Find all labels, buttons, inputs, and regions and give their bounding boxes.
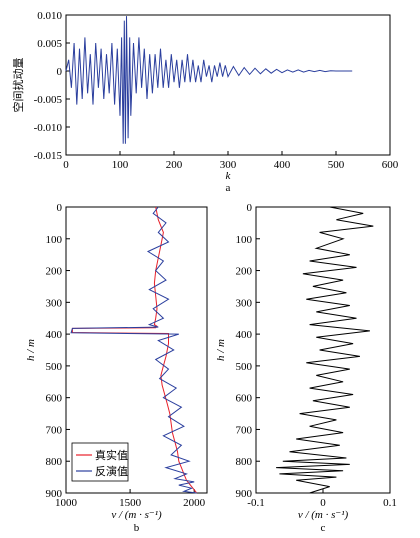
y-tick-label: -0.010: [34, 122, 63, 134]
y-tick-label: 500: [46, 361, 63, 373]
y-tick-label: 0.010: [37, 10, 62, 22]
y-tick-label: 300: [46, 297, 63, 309]
y-tick-label: 900: [46, 488, 63, 500]
panel-label-a: a: [226, 182, 231, 194]
x-tick-label: 100: [112, 159, 129, 171]
y-axis-label-b: h / m: [25, 339, 37, 361]
y-tick-label: 900: [236, 488, 253, 500]
y-tick-label: 800: [46, 456, 63, 468]
x-tick-label: 0: [320, 497, 326, 509]
y-tick-label: 200: [236, 266, 253, 278]
x-tick-label: 400: [274, 159, 291, 171]
panel-c: -0.1 0 0.1 0 100 200 300 400 500 600 700 800 900 v / …: [215, 202, 397, 534]
y-tick-label: 0.005: [37, 38, 62, 50]
y-tick-label: 700: [46, 424, 63, 436]
x-tick-label: 2000: [183, 497, 206, 509]
y-tick-label: 700: [236, 424, 253, 436]
series-line: [70, 206, 197, 494]
legend-entry: 真实值: [95, 448, 128, 462]
y-tick-label: 100: [236, 234, 253, 246]
y-tick-label: 800: [236, 456, 253, 468]
panel-a: 0 100 200 300 400 500 600 0.010 0.005 0 -0.005 -0.0…: [11, 10, 399, 194]
legend-entry: 反演值: [95, 464, 128, 478]
panel-label-b: b: [134, 522, 140, 534]
x-tick-label: 300: [220, 159, 237, 171]
series-line: [65, 16, 353, 144]
y-tick-label: 400: [236, 329, 253, 341]
panel-label-c: c: [321, 522, 326, 534]
x-axis-label-c: v / (m · s⁻¹): [298, 509, 349, 521]
y-tick-label: 500: [236, 361, 253, 373]
x-axis-label-a: k: [226, 170, 232, 182]
x-tick-label: 600: [382, 159, 399, 171]
y-tick-label: 0: [57, 202, 63, 214]
x-tick-label: 0.1: [383, 497, 397, 509]
x-tick-label: 0: [63, 159, 69, 171]
x-tick-label: 1000: [55, 497, 78, 509]
x-tick-label: 1500: [119, 497, 142, 509]
y-tick-label: 200: [46, 266, 63, 278]
y-axis-label-a: 空间扰动量: [11, 58, 25, 113]
y-tick-label: 300: [236, 297, 253, 309]
series-line: [276, 206, 374, 494]
y-tick-label: 600: [46, 393, 63, 405]
y-tick-label: 100: [46, 234, 63, 246]
panel-b: 1000 1500 2000 0 100 200 300 400 500 600 700 800 900…: [25, 202, 208, 534]
x-tick-label: 500: [328, 159, 345, 171]
x-tick-label: -0.1: [247, 497, 264, 509]
y-tick-label: 400: [46, 329, 63, 341]
y-tick-label: -0.005: [34, 94, 63, 106]
plot-frame-a: [65, 14, 391, 156]
y-tick-label: 0: [247, 202, 253, 214]
x-axis-label-b: v / (m · s⁻¹): [111, 509, 162, 521]
y-tick-label: 0: [57, 66, 63, 78]
y-tick-label: 600: [236, 393, 253, 405]
y-tick-label: -0.015: [34, 150, 63, 162]
plot-frame-b: [65, 206, 208, 494]
legend-box: [71, 442, 129, 482]
x-tick-label: 200: [166, 159, 183, 171]
y-axis-label-c: h / m: [215, 339, 227, 361]
